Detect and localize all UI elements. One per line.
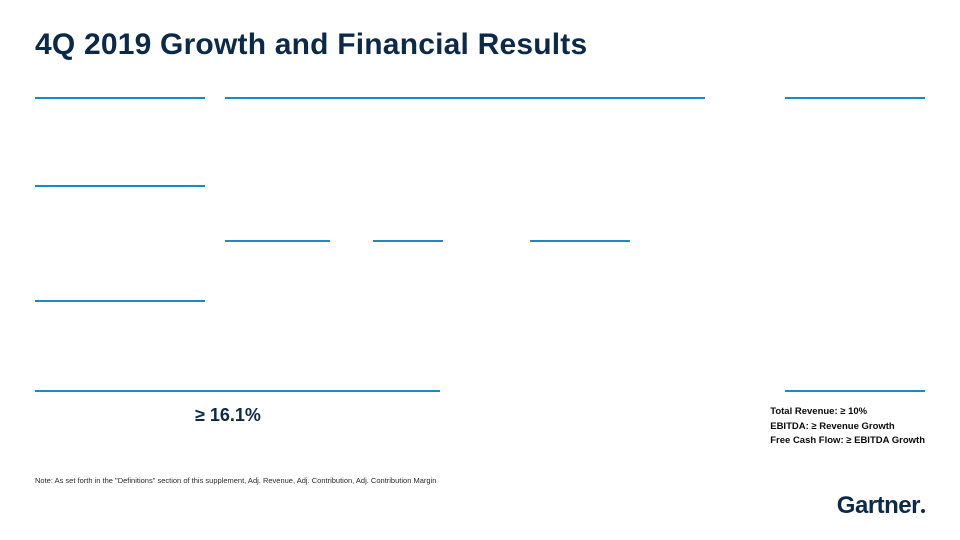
footnote: Note: As set forth in the "Definitions" …	[35, 476, 436, 485]
percent-value: ≥ 16.1%	[195, 405, 261, 426]
rule-segment	[35, 390, 440, 392]
logo-text: Gartner	[837, 492, 920, 519]
targets-block: Total Revenue: ≥ 10% EBITDA: ≥ Revenue G…	[770, 405, 925, 449]
rule-segment	[530, 240, 630, 242]
gartner-logo: Gartner	[837, 492, 925, 520]
rule-segment	[35, 185, 205, 187]
rule-segment	[225, 97, 705, 99]
target-line: Total Revenue: ≥ 10%	[770, 405, 925, 420]
target-line: Free Cash Flow: ≥ EBITDA Growth	[770, 434, 925, 449]
rule-segment	[785, 390, 925, 392]
rule-segment	[225, 240, 330, 242]
target-line: EBITDA: ≥ Revenue Growth	[770, 420, 925, 435]
rule-segment	[785, 97, 925, 99]
page-title: 4Q 2019 Growth and Financial Results	[35, 28, 587, 62]
logo-dot-icon	[921, 509, 925, 513]
rule-segment	[35, 300, 205, 302]
rule-segment	[373, 240, 443, 242]
rule-segment	[35, 97, 205, 99]
